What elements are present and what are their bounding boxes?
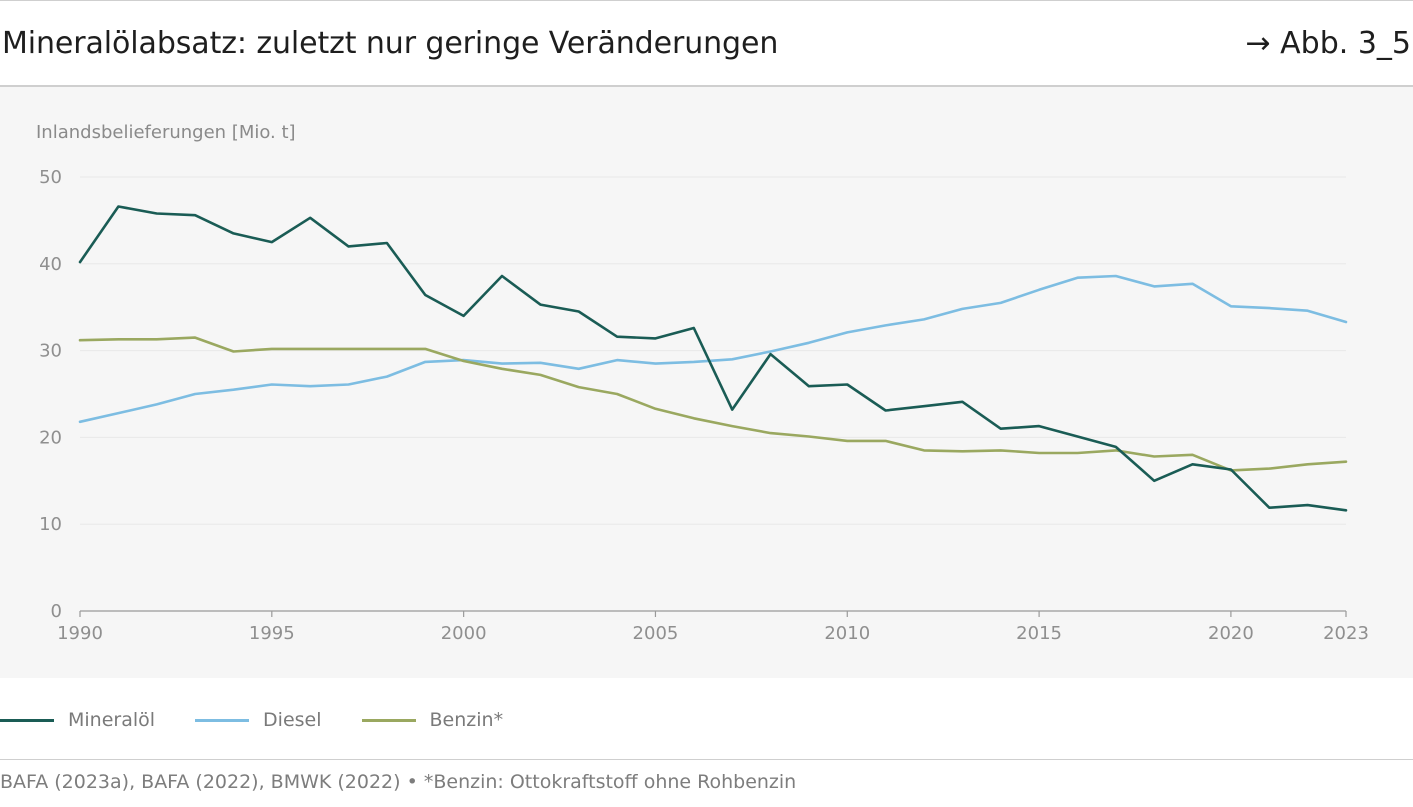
y-axis-label: Inlandsbelieferungen [Mio. t] xyxy=(36,122,296,143)
x-tick-label: 2000 xyxy=(441,623,487,644)
y-tick-label: 0 xyxy=(51,601,62,622)
y-tick-labels: 0 10 20 30 40 50 xyxy=(39,167,62,622)
figure-reference: → Abb. 3_5 xyxy=(1245,25,1411,61)
legend-item-benzin: Benzin* xyxy=(361,709,504,731)
y-tick-label: 10 xyxy=(39,514,62,535)
x-tick-label: 1995 xyxy=(249,623,295,644)
legend-swatch-mineraloel xyxy=(0,718,54,722)
legend-swatch-diesel xyxy=(195,718,250,722)
x-tick-label: 2015 xyxy=(1016,623,1062,644)
series-line-mineraloel xyxy=(78,205,1348,512)
series-line-diesel xyxy=(78,274,1348,424)
series-lines xyxy=(78,205,1348,512)
gridlines xyxy=(80,176,1346,525)
x-tick-label: 1990 xyxy=(57,623,103,644)
legend-swatch-benzin xyxy=(361,718,416,722)
footer-rule xyxy=(0,759,1413,760)
series-line-benzin xyxy=(78,336,1348,472)
legend: Mineralöl Diesel Benzin* xyxy=(0,700,543,740)
legend-label-diesel: Diesel xyxy=(263,709,322,731)
x-tick-label: 2020 xyxy=(1208,623,1254,644)
source-note: BAFA (2023a), BAFA (2022), BMWK (2022) •… xyxy=(0,771,797,793)
chart-header: Mineralölabsatz: zuletzt nur geringe Ver… xyxy=(0,1,1413,85)
legend-item-diesel: Diesel xyxy=(195,709,322,731)
y-tick-label: 20 xyxy=(39,427,62,448)
x-tick-label: 2005 xyxy=(633,623,679,644)
line-chart: Inlandsbelieferungen [Mio. t] 0 10 20 30 40 5… xyxy=(36,122,1369,644)
legend-label-mineraloel: Mineralöl xyxy=(68,709,156,731)
plot-background xyxy=(0,87,1413,678)
legend-label-benzin: Benzin* xyxy=(429,709,504,731)
y-tick-label: 50 xyxy=(39,167,62,188)
y-tick-label: 40 xyxy=(39,254,62,275)
header-rule xyxy=(0,85,1413,87)
x-tick-label: 2010 xyxy=(824,623,870,644)
legend-item-mineraloel: Mineralöl xyxy=(0,709,155,731)
y-tick-label: 30 xyxy=(39,341,62,362)
chart-title: Mineralölabsatz: zuletzt nur geringe Ver… xyxy=(2,25,779,61)
top-rule xyxy=(0,0,1413,1)
x-tick-labels: 1990 1995 2000 2005 2010 2015 2020 2023 xyxy=(57,611,1369,644)
x-tick-label: 2023 xyxy=(1323,623,1369,644)
